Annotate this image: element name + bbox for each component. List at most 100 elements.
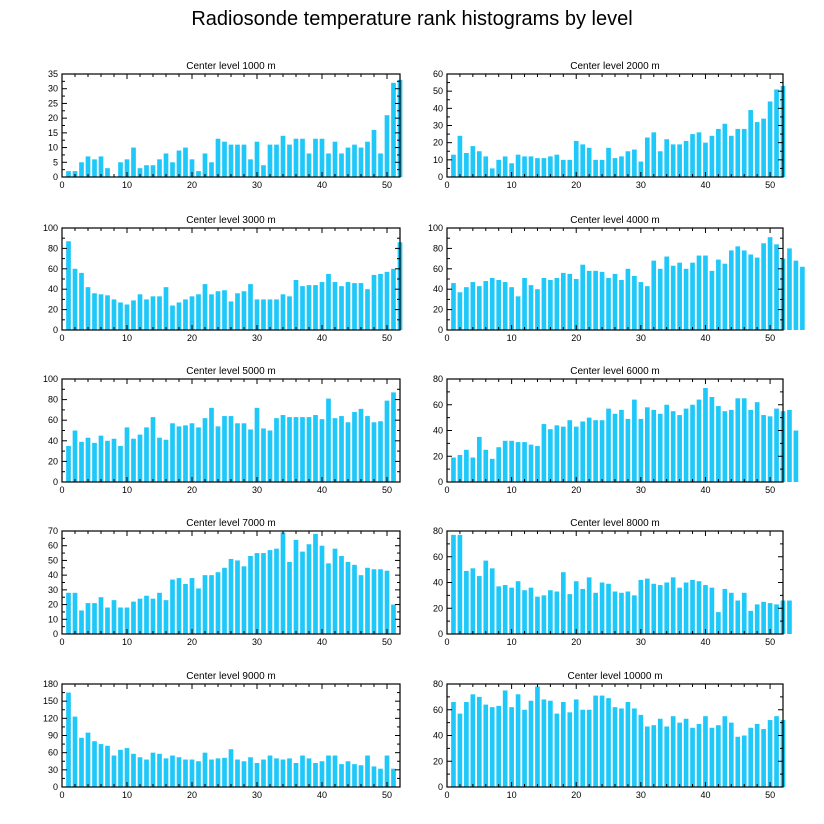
y-tick-label: 30 <box>433 121 443 131</box>
bar <box>502 585 508 634</box>
bar <box>248 284 253 330</box>
bar <box>92 159 97 177</box>
bar <box>222 567 227 634</box>
bar <box>554 713 560 787</box>
bar <box>157 437 162 482</box>
x-tick-label: 0 <box>444 790 449 800</box>
bar <box>183 147 188 177</box>
bar <box>157 753 162 787</box>
x-tick-label: 40 <box>317 333 327 343</box>
panel-title: Center level 5000 m <box>186 366 276 377</box>
bar <box>163 153 169 177</box>
bar <box>267 755 273 787</box>
bar <box>365 141 370 177</box>
bar <box>728 409 734 482</box>
x-tick-label: 40 <box>700 180 710 190</box>
bar <box>235 560 240 634</box>
x-tick-label: 30 <box>636 637 646 647</box>
bar <box>105 440 110 482</box>
x-tick-label: 10 <box>122 180 132 190</box>
bar <box>241 291 247 330</box>
bar <box>358 408 364 482</box>
bar <box>326 153 331 177</box>
x-tick-label: 40 <box>700 790 710 800</box>
bar <box>515 296 521 330</box>
bar <box>690 262 695 330</box>
bar <box>235 293 240 330</box>
bar <box>476 696 482 787</box>
bar <box>339 286 344 330</box>
bar <box>293 280 299 330</box>
bar <box>664 404 670 482</box>
y-tick-label: 80 <box>433 526 443 536</box>
bar <box>722 123 728 177</box>
bar <box>470 568 476 634</box>
bar <box>111 438 117 482</box>
bar <box>606 698 611 787</box>
panel-title: Center level 10000 m <box>567 671 662 682</box>
bar <box>515 154 521 177</box>
bar <box>690 404 695 482</box>
bar <box>176 150 182 177</box>
bar <box>464 287 469 330</box>
bar <box>274 144 279 177</box>
bar <box>748 409 754 482</box>
bar <box>606 408 611 482</box>
bar <box>92 741 97 787</box>
bar <box>261 299 266 330</box>
bar <box>716 406 721 482</box>
bar <box>300 755 305 787</box>
bar <box>593 592 598 634</box>
bar <box>632 149 637 177</box>
bar <box>767 416 773 482</box>
bar <box>657 268 663 330</box>
bar <box>111 299 117 330</box>
bar <box>183 583 188 634</box>
bar <box>638 714 644 787</box>
bar <box>124 304 130 330</box>
y-tick-label: 20 <box>433 756 443 766</box>
bar <box>748 254 754 330</box>
bar <box>391 768 396 787</box>
bar <box>170 162 175 177</box>
bar <box>541 699 547 787</box>
y-tick-label: 80 <box>433 679 443 689</box>
bar <box>638 161 644 177</box>
bar <box>489 568 495 634</box>
bar <box>496 705 502 787</box>
bar <box>632 708 637 787</box>
bar <box>664 139 670 177</box>
x-tick-label: 20 <box>571 333 581 343</box>
bar <box>522 277 527 330</box>
bar <box>131 300 136 330</box>
bar <box>696 723 702 787</box>
bar <box>470 146 476 177</box>
bar <box>696 581 702 634</box>
y-tick-label: 5 <box>53 157 58 167</box>
bar <box>144 299 149 330</box>
bar <box>319 138 325 177</box>
bar <box>163 439 169 482</box>
y-tick-label: 80 <box>48 243 58 253</box>
bar <box>313 533 318 634</box>
bar <box>131 438 136 482</box>
bar <box>137 294 143 330</box>
bar <box>677 722 682 787</box>
bar <box>124 159 130 177</box>
bar <box>567 712 573 787</box>
bar <box>332 548 338 634</box>
bar <box>85 156 91 177</box>
bar <box>293 762 299 787</box>
bar <box>502 440 508 482</box>
bar <box>196 588 201 634</box>
bar <box>709 135 715 177</box>
x-tick-label: 20 <box>187 180 197 190</box>
bar <box>774 408 779 482</box>
bar <box>72 268 78 330</box>
bar <box>92 442 97 482</box>
bar <box>690 727 695 787</box>
bar <box>638 282 644 330</box>
x-tick-label: 10 <box>122 333 132 343</box>
bar <box>313 285 318 330</box>
y-tick-label: 100 <box>43 374 58 384</box>
